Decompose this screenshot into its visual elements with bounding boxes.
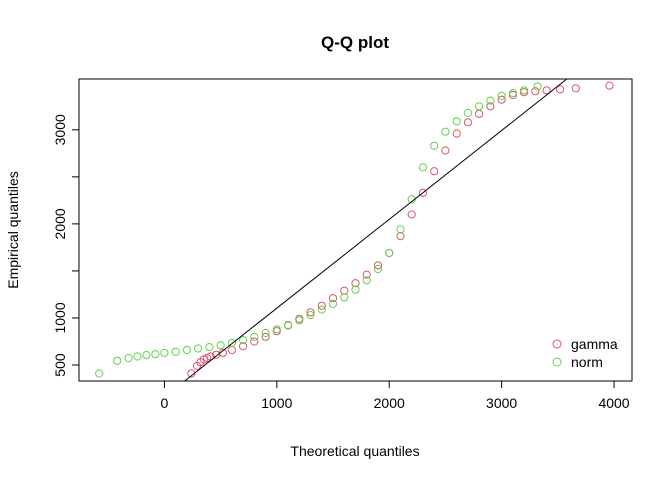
data-point-norm (418, 163, 427, 172)
data-point-norm (452, 117, 461, 126)
x-tick-label: 3000 (486, 395, 517, 411)
data-point-gamma (605, 81, 614, 90)
data-point-gamma (475, 109, 484, 118)
data-point-gamma (571, 84, 580, 93)
data-point-norm (239, 336, 248, 345)
data-point-norm (151, 350, 160, 359)
data-point-norm (272, 325, 281, 334)
y-axis-title: Empirical quantiles (5, 171, 21, 289)
x-tick-label: 2000 (374, 395, 405, 411)
legend: gamma norm (552, 336, 618, 370)
x-axis-title: Theoretical quantiles (290, 443, 419, 459)
reference-line (184, 79, 568, 381)
data-point-norm (284, 320, 293, 330)
data-point-gamma (486, 102, 495, 111)
data-point-norm (351, 285, 360, 294)
data-point-norm (250, 332, 259, 341)
data-point-norm (133, 352, 142, 361)
data-point-norm (463, 108, 472, 118)
x-tick-label: 1000 (261, 395, 292, 411)
data-point-norm (486, 96, 495, 105)
data-point-norm (328, 299, 338, 308)
x-tick-label: 4000 (598, 395, 629, 411)
data-point-gamma (418, 188, 427, 197)
x-tick-label: 0 (161, 395, 169, 411)
data-point-gamma (497, 95, 506, 104)
data-point-norm (362, 276, 371, 285)
data-point-norm (520, 86, 529, 95)
data-point-norm (113, 356, 122, 365)
data-point-gamma (362, 270, 371, 279)
data-point-norm (124, 353, 133, 363)
data-point-gamma (317, 301, 326, 310)
data-point-gamma (463, 118, 472, 127)
y-tick-label: 2000 (52, 208, 68, 239)
data-point-norm (407, 195, 416, 204)
data-point-norm (373, 264, 383, 274)
data-point-norm (497, 91, 506, 101)
data-point-gamma (556, 85, 565, 94)
data-point-norm (385, 248, 394, 258)
data-point-norm (317, 305, 326, 314)
data-point-gamma (430, 167, 439, 176)
data-point-gamma (351, 279, 360, 288)
data-point-gamma (340, 286, 349, 295)
data-point-norm (205, 343, 214, 352)
data-point-gamma (306, 308, 315, 317)
legend-marker-norm (552, 357, 562, 367)
chart-title: Q-Q plot (321, 33, 389, 52)
data-point-norm (142, 351, 151, 360)
data-point-gamma (272, 327, 281, 336)
data-point-norm (160, 348, 169, 357)
data-point-gamma (227, 345, 236, 355)
reference-line-layer (184, 79, 568, 381)
y-tick-label: 3000 (52, 114, 68, 145)
y-axis: 500 1000 2000 3000 (52, 114, 79, 377)
data-point-norm (533, 82, 542, 91)
x-axis: 0 1000 2000 3000 4000 (161, 381, 630, 411)
data-point-gamma (218, 348, 227, 357)
data-point-norm (340, 293, 349, 302)
points-layer (95, 81, 614, 378)
data-point-gamma (239, 342, 248, 351)
data-point-gamma (373, 261, 383, 270)
data-point-gamma (396, 232, 405, 241)
data-point-gamma (542, 86, 551, 95)
data-point-norm (430, 141, 439, 150)
data-point-norm (295, 316, 304, 325)
data-point-norm (396, 225, 405, 234)
data-point-norm (171, 347, 180, 356)
plot-frame (78, 78, 633, 382)
data-point-norm (227, 338, 236, 347)
data-point-norm (306, 311, 315, 320)
data-point-gamma (250, 337, 259, 346)
plot-area (78, 78, 633, 382)
data-point-norm (95, 369, 104, 378)
data-point-gamma (328, 294, 338, 303)
data-point-gamma (452, 129, 461, 138)
y-tick-label: 500 (52, 353, 68, 377)
data-point-norm (194, 344, 203, 353)
data-point-norm (475, 102, 484, 111)
data-point-gamma (261, 332, 270, 341)
data-point-gamma (407, 210, 416, 219)
data-point-norm (441, 127, 450, 136)
data-point-norm (182, 345, 191, 355)
data-point-norm (261, 328, 270, 338)
data-point-gamma (187, 369, 196, 378)
y-tick-label: 1000 (52, 302, 68, 333)
data-point-gamma (441, 146, 450, 155)
data-point-gamma (531, 87, 540, 96)
legend-label-gamma: gamma (571, 336, 618, 352)
data-point-norm (216, 341, 225, 350)
data-point-norm (508, 89, 518, 98)
legend-marker-gamma (552, 339, 562, 349)
legend-label-norm: norm (571, 354, 603, 370)
